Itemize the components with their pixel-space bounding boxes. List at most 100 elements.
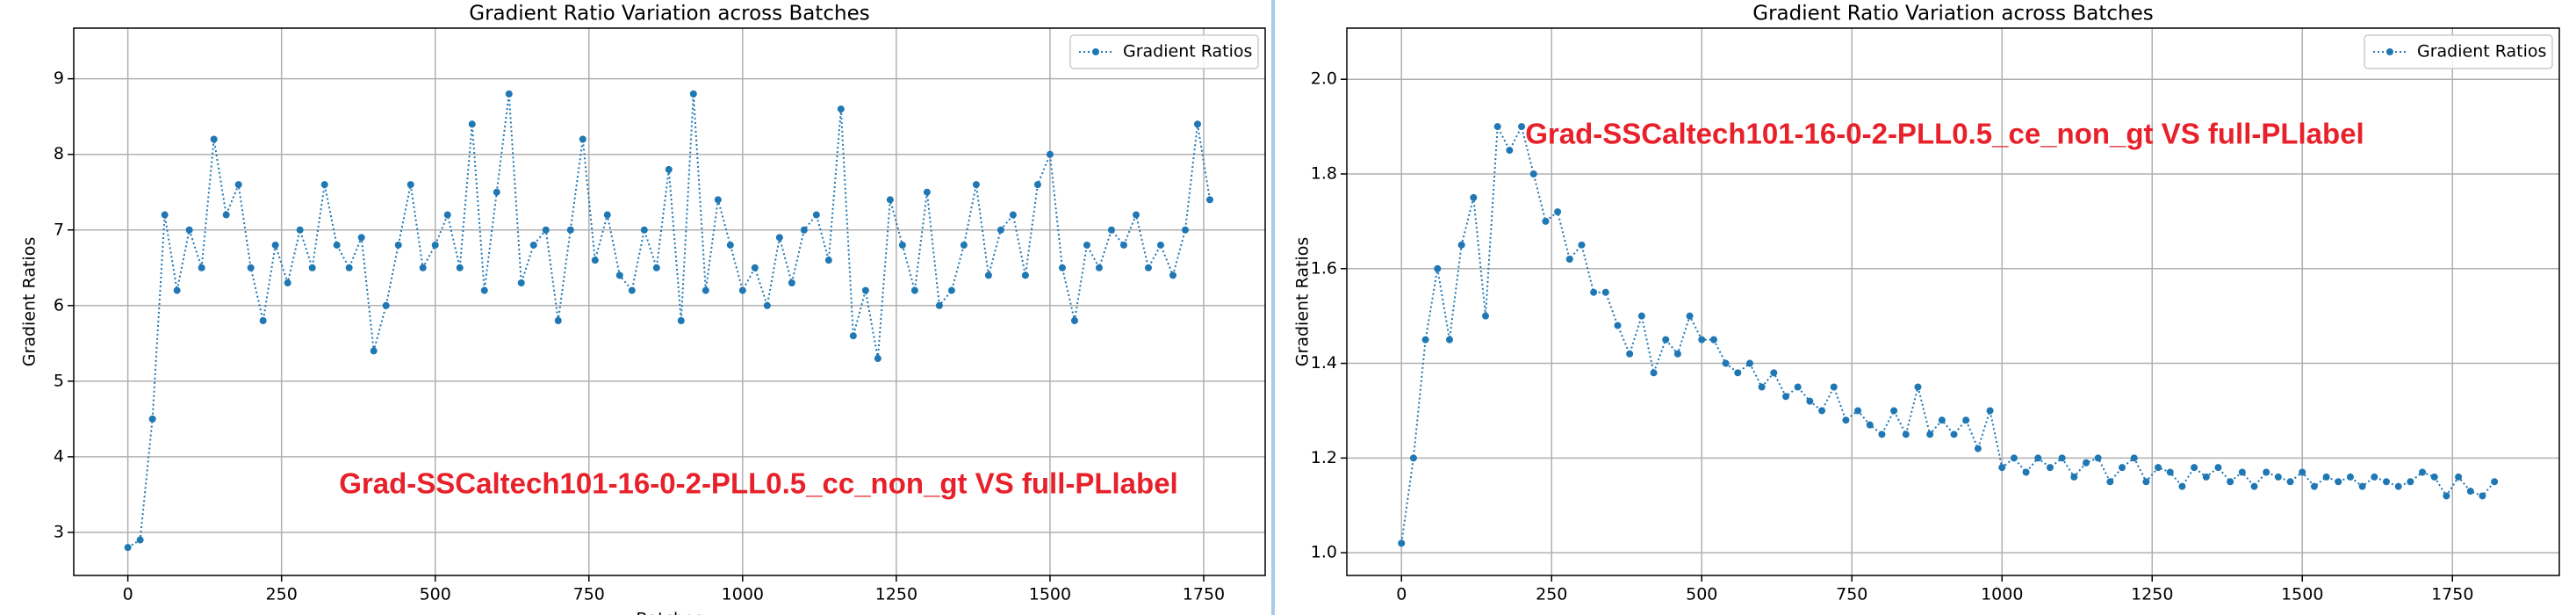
- data-point: [1974, 445, 1982, 452]
- data-point: [308, 264, 316, 271]
- data-point: [1083, 241, 1090, 249]
- data-point: [1021, 271, 1029, 279]
- data-point: [1518, 123, 1526, 131]
- data-point: [2142, 478, 2150, 486]
- data-point: [1626, 350, 1634, 358]
- data-point: [284, 279, 291, 286]
- data-point: [296, 226, 304, 234]
- data-point: [1009, 211, 1017, 219]
- y-tick-label: 5: [54, 371, 64, 390]
- x-tick-label: 1250: [2131, 585, 2173, 604]
- data-point: [2358, 482, 2366, 490]
- data-point: [1181, 226, 1189, 234]
- data-point: [2250, 482, 2258, 490]
- data-point: [419, 264, 427, 271]
- data-point: [2419, 468, 2427, 476]
- y-tick-label: 2.0: [1311, 69, 1337, 89]
- data-point: [505, 90, 513, 98]
- data-point: [2094, 454, 2102, 462]
- data-point: [222, 211, 230, 219]
- data-point: [972, 181, 980, 189]
- data-point: [898, 241, 906, 249]
- data-point: [370, 347, 378, 355]
- data-point: [1902, 430, 1910, 438]
- data-point: [1745, 359, 1753, 367]
- x-tick-label: 1000: [1981, 585, 2023, 604]
- data-point: [161, 211, 169, 219]
- data-point: [1722, 359, 1730, 367]
- data-point: [480, 286, 488, 294]
- legend-label: Gradient Ratios: [1123, 42, 1252, 62]
- chart-title: Gradient Ratio Variation across Batches: [469, 3, 869, 25]
- data-point: [923, 188, 931, 196]
- data-point: [1890, 407, 1898, 415]
- y-tick-label: 6: [54, 295, 64, 315]
- data-point: [542, 226, 550, 234]
- data-point: [2455, 473, 2463, 481]
- chart-title: Gradient Ratio Variation across Batches: [1752, 3, 2153, 25]
- x-tick-label: 1750: [1183, 585, 1225, 604]
- data-point: [1962, 416, 1970, 424]
- data-point: [1506, 147, 1514, 155]
- data-point: [2106, 478, 2114, 486]
- data-point: [2443, 492, 2450, 500]
- data-point: [2166, 468, 2174, 476]
- data-point: [2130, 454, 2138, 462]
- annotation: Grad-SSCaltech101-16-0-2-PLL0.5_cc_non_g…: [339, 467, 1177, 500]
- data-point: [1794, 383, 1802, 391]
- data-point: [234, 181, 242, 189]
- data-point: [1950, 430, 1958, 438]
- data-point: [935, 301, 943, 309]
- data-point: [1033, 181, 1041, 189]
- y-tick-label: 1.8: [1311, 163, 1337, 183]
- data-point: [603, 211, 611, 219]
- data-point: [1914, 383, 1922, 391]
- data-point: [812, 211, 820, 219]
- data-point: [1686, 312, 1694, 320]
- data-point: [2479, 492, 2486, 500]
- data-point: [1144, 264, 1152, 271]
- data-point: [1565, 255, 1573, 263]
- data-point: [849, 332, 857, 340]
- y-tick-label: 1.0: [1311, 543, 1337, 562]
- data-point: [517, 279, 525, 286]
- data-point: [738, 286, 746, 294]
- data-point: [456, 264, 464, 271]
- x-axis-label: Batches: [636, 610, 702, 615]
- data-point: [1554, 208, 1562, 216]
- x-tick-label: 1750: [2431, 585, 2473, 604]
- data-point: [2322, 473, 2330, 481]
- data-point: [1986, 407, 1994, 415]
- data-point: [333, 241, 341, 249]
- data-point: [1132, 211, 1140, 219]
- data-point: [1998, 464, 2006, 472]
- data-point: [124, 544, 132, 552]
- data-point: [677, 317, 685, 325]
- data-point: [947, 286, 955, 294]
- data-point: [1673, 350, 1681, 358]
- data-point: [751, 264, 759, 271]
- legend-label: Gradient Ratios: [2417, 42, 2546, 62]
- data-point: [185, 226, 193, 234]
- x-tick-label: 250: [266, 585, 298, 604]
- data-point: [2274, 473, 2282, 481]
- y-tick-label: 4: [54, 446, 64, 466]
- data-point: [1421, 336, 1429, 344]
- data-point: [2119, 464, 2126, 472]
- x-tick-label: 0: [1396, 585, 1407, 604]
- data-point: [1058, 264, 1066, 271]
- data-point: [775, 234, 783, 242]
- data-point: [566, 226, 574, 234]
- data-point: [2491, 478, 2499, 486]
- data-point: [1119, 241, 1127, 249]
- data-point: [1926, 430, 1934, 438]
- data-point: [431, 241, 439, 249]
- data-point: [2238, 468, 2246, 476]
- plot-frame: [1346, 27, 2560, 576]
- data-point: [2034, 454, 2042, 462]
- data-point: [1866, 421, 1874, 429]
- data-point: [1698, 336, 1706, 344]
- data-point: [382, 301, 390, 309]
- data-point: [1842, 416, 1850, 424]
- data-point: [2299, 468, 2306, 476]
